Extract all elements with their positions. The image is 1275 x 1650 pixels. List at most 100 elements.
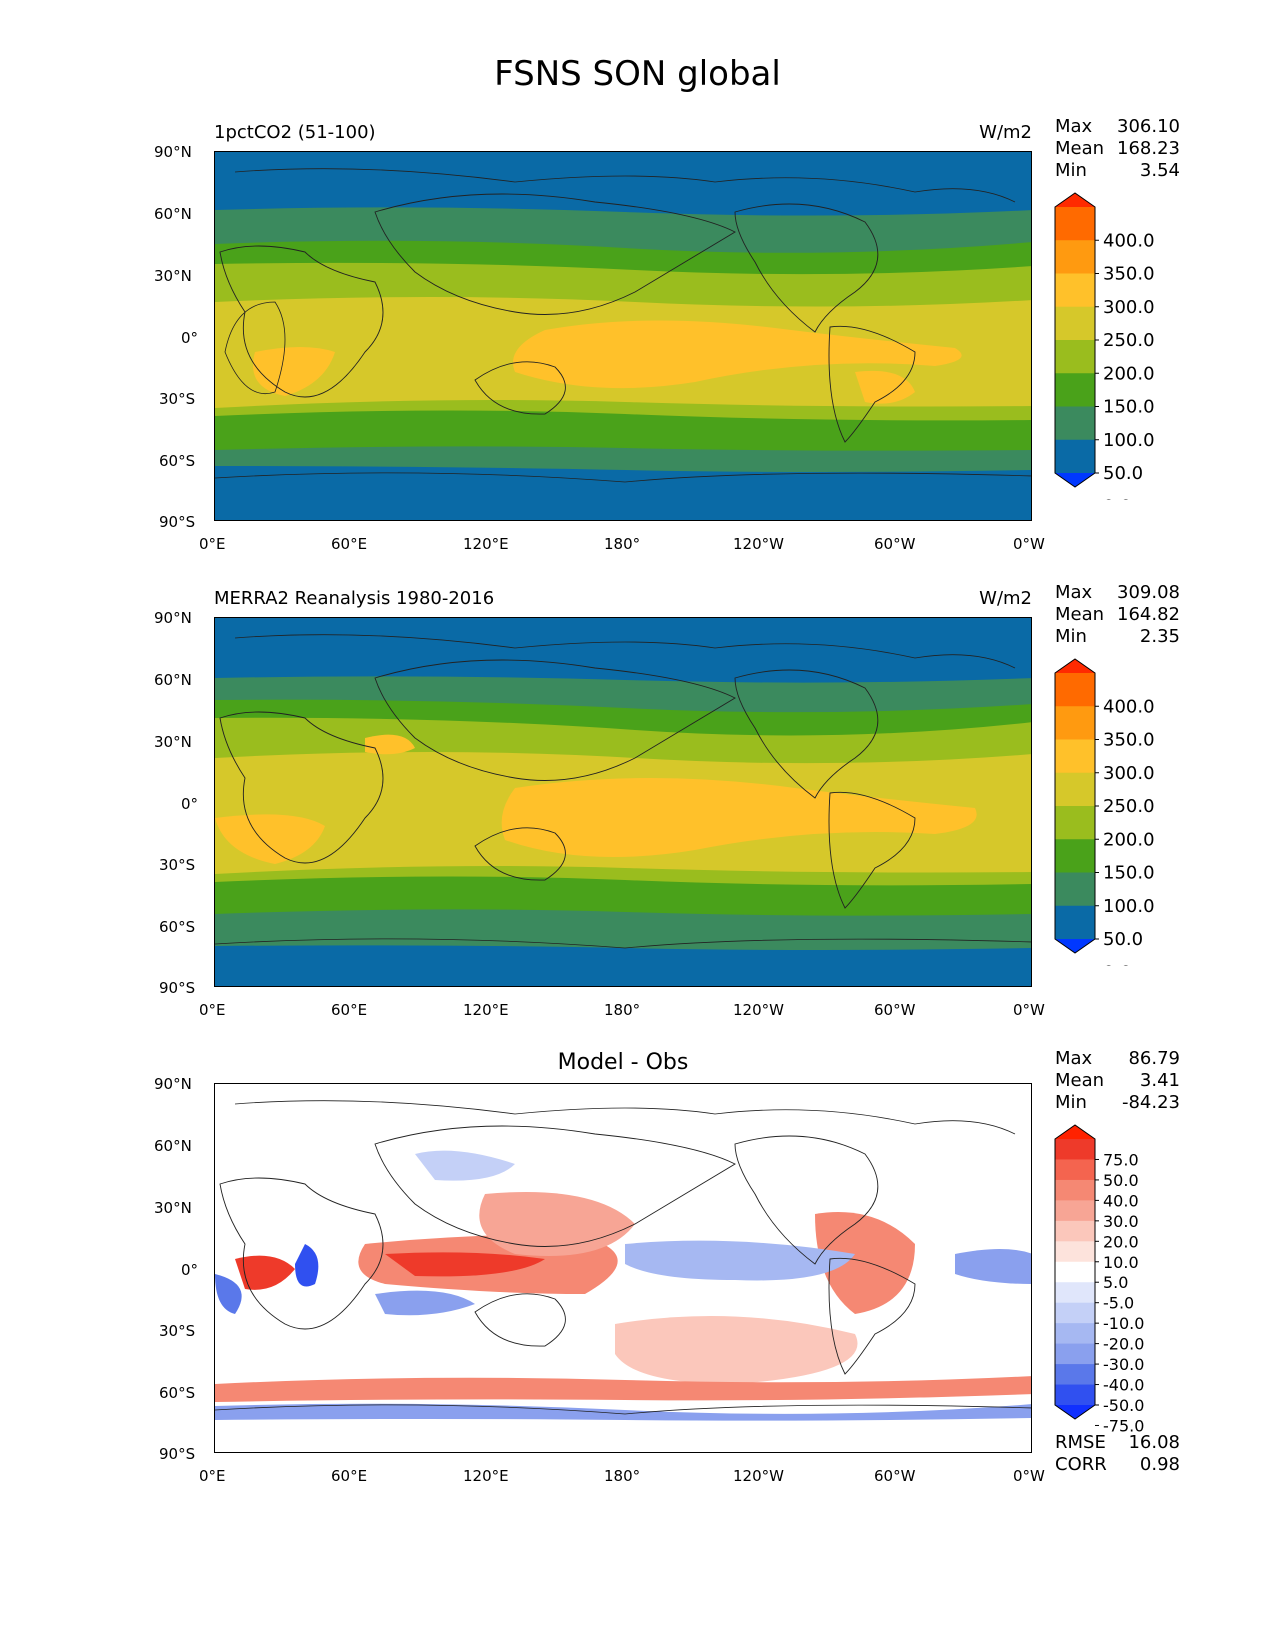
colorbar-label: 250.0 <box>1103 330 1155 351</box>
colorbar-segment <box>1055 872 1095 907</box>
figure-title: FSNS SON global <box>494 54 781 94</box>
panel-1-colorbar: 400.0 350.0 300.0 250.0 200.0 150.0 100.0 50.0 0… <box>1054 192 1155 500</box>
colorbar-segment <box>1055 207 1095 241</box>
colorbar-label: -50.0 <box>1103 1396 1144 1415</box>
colorbar-label: 5.0 <box>1103 1273 1128 1292</box>
colorbar-label: 50.0 <box>1103 463 1143 484</box>
colorbar-label: 100.0 <box>1103 896 1155 917</box>
colorbar-extend-min <box>1055 1405 1095 1419</box>
colorbar-label: -5.0 <box>1103 1294 1134 1313</box>
panel-2-title: MERRA2 Reanalysis 1980-2016 <box>214 588 495 609</box>
colorbar-label: 200.0 <box>1103 363 1155 384</box>
panel-3-lon-tick: 180° <box>604 1467 641 1485</box>
panel-2-colorbar: 400.0 350.0 300.0 250.0 200.0 150.0 100.0 50.0 0… <box>1054 658 1155 966</box>
panel-1-lon-tick: 0°W <box>1013 535 1045 553</box>
panel-1-lat-tick: 90°S <box>159 513 196 531</box>
colorbar-label: 0.0 <box>1103 496 1132 500</box>
panel-1-title: 1pctCO2 (51-100) <box>214 122 376 143</box>
colorbar-label: 150.0 <box>1103 397 1155 418</box>
colorbar-segment <box>1055 1261 1095 1283</box>
colorbar-extend-max <box>1055 1125 1095 1139</box>
panel-3-lon-tick: 60°W <box>874 1467 916 1485</box>
panel-1-lon-tick: 0°E <box>199 535 226 553</box>
panel-2-lat-tick: 60°N <box>154 671 192 689</box>
panel-3-lon-tick: 0°W <box>1013 1467 1045 1485</box>
panel-1-lat-tick: 30°N <box>154 267 192 285</box>
colorbar-label: 250.0 <box>1103 796 1155 817</box>
colorbar-label: -75.0 <box>1103 1416 1144 1432</box>
panel-3-lat-tick: 60°N <box>154 1137 192 1155</box>
panel-1-lon-tick: 60°W <box>874 535 916 553</box>
panel-3-map <box>214 1083 1032 1453</box>
colorbar-segment <box>1055 772 1095 807</box>
colorbar-label: 50.0 <box>1103 929 1143 950</box>
colorbar-label: 100.0 <box>1103 430 1155 451</box>
colorbar-segment <box>1055 1323 1095 1345</box>
panel-1-units: W/m2 <box>979 122 1032 143</box>
colorbar-label: -10.0 <box>1103 1314 1144 1333</box>
colorbar-label: 150.0 <box>1103 863 1155 884</box>
colorbar-label: 40.0 <box>1103 1191 1139 1210</box>
colorbar-segment <box>1055 1302 1095 1324</box>
panel-2-lon-tick: 120°E <box>463 1001 509 1019</box>
colorbar-segment <box>1055 273 1095 308</box>
panel-1-lon-tick: 180° <box>604 535 641 553</box>
colorbar-segment <box>1055 1241 1095 1263</box>
panel-2-map <box>214 617 1032 987</box>
colorbar-label: 10.0 <box>1103 1253 1139 1272</box>
colorbar-label: -30.0 <box>1103 1355 1144 1374</box>
panel-2-lat-tick: 30°S <box>159 856 196 874</box>
panel-3-colorbar: 75.0 50.040.0 30.020.0 10.05.0 -5.0-10.0 -20.… <box>1054 1124 1144 1432</box>
colorbar-extend-max <box>1055 659 1095 673</box>
colorbar-label: 350.0 <box>1103 264 1155 285</box>
colorbar-label: 300.0 <box>1103 297 1155 318</box>
panel-2-map-field <box>215 618 1031 986</box>
colorbar-segment <box>1055 1343 1095 1365</box>
panel-2-lon-tick: 60°W <box>874 1001 916 1019</box>
panel-3-title: Model - Obs <box>557 1050 689 1075</box>
colorbar-segment <box>1055 1364 1095 1386</box>
panel-3-lon-tick: 60°E <box>331 1467 368 1485</box>
colorbar-segment <box>1055 1159 1095 1181</box>
colorbar-segment <box>1055 373 1095 407</box>
colorbar-label: 200.0 <box>1103 829 1155 850</box>
panel-2-lat-tick: 0° <box>181 795 199 813</box>
colorbar-segment <box>1055 806 1095 840</box>
colorbar-segment <box>1055 905 1095 940</box>
panel-2-lon-tick: 0°W <box>1013 1001 1045 1019</box>
colorbar-segment <box>1055 1139 1095 1160</box>
panel-1-lat-tick: 90°N <box>154 143 192 161</box>
colorbar-label: 50.0 <box>1103 1171 1139 1190</box>
panel-3-lat-tick: 60°S <box>159 1384 196 1402</box>
colorbar-label: 30.0 <box>1103 1212 1139 1231</box>
colorbar-segment <box>1055 739 1095 774</box>
colorbar-segment <box>1055 1282 1095 1304</box>
colorbar-label: 300.0 <box>1103 763 1155 784</box>
panel-3-lat-tick: 0° <box>181 1261 199 1279</box>
panel-3-lat-tick: 90°S <box>159 1445 196 1463</box>
panel-3-lat-tick: 30°N <box>154 1199 192 1217</box>
panel-2-lat-tick: 30°N <box>154 733 192 751</box>
panel-1-lon-tick: 60°E <box>331 535 368 553</box>
colorbar-segment <box>1055 1179 1095 1201</box>
panel-3-lat-tick: 30°S <box>159 1322 196 1340</box>
colorbar-label: -40.0 <box>1103 1376 1144 1395</box>
panel-2-lon-tick: 0°E <box>199 1001 226 1019</box>
panel-1-lat-tick: 0° <box>181 329 199 347</box>
colorbar-label: 400.0 <box>1103 696 1155 717</box>
panel-3-lon-tick: 120°W <box>733 1467 784 1485</box>
colorbar-label: 0.0 <box>1103 962 1132 966</box>
colorbar-extend-min <box>1055 939 1095 953</box>
colorbar-segment <box>1055 1220 1095 1242</box>
panel-3-lon-tick: 0°E <box>199 1467 226 1485</box>
panel-2-lat-tick: 90°N <box>154 609 192 627</box>
panel-1-lat-tick: 60°S <box>159 452 196 470</box>
panel-2-lat-tick: 90°S <box>159 979 196 997</box>
panel-3-lon-tick: 120°E <box>463 1467 509 1485</box>
panel-2-lon-tick: 180° <box>604 1001 641 1019</box>
panel-2-units: W/m2 <box>979 588 1032 609</box>
colorbar-segment <box>1055 439 1095 474</box>
colorbar-segment <box>1055 306 1095 341</box>
panel-1-lon-tick: 120°W <box>733 535 784 553</box>
panel-3-map-field <box>215 1084 1031 1452</box>
